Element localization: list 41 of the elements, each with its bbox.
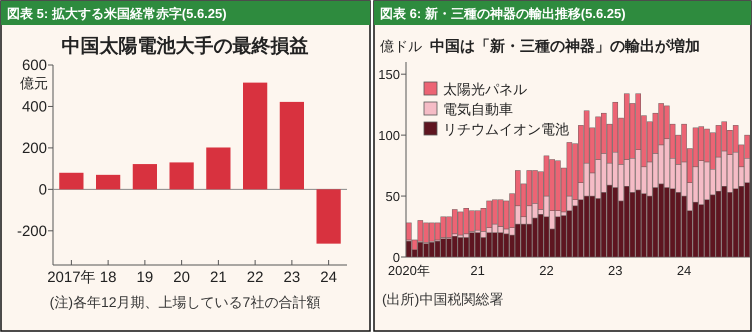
chart-subtitle: 図表 6: 新・三種の神器の輸出推移(5.6.25) bbox=[380, 6, 626, 21]
bar bbox=[59, 172, 84, 190]
y-tick-label: 200 bbox=[22, 140, 47, 157]
chart-title: 中国太陽電池大手の最終損益 bbox=[62, 35, 308, 57]
bar bbox=[280, 102, 304, 190]
x-tick-label: 22 bbox=[246, 269, 264, 286]
x-tick-label: 23 bbox=[608, 263, 622, 278]
chart-subtitle: 図表 5: 拡大する米国経常赤字(5.6.25) bbox=[7, 6, 227, 21]
x-tick-label: 21 bbox=[470, 263, 485, 278]
y-tick-label: 150 bbox=[378, 67, 400, 82]
x-tick-label: 2017年 bbox=[47, 269, 96, 286]
x-tick-label: 24 bbox=[320, 269, 337, 286]
chart-title: 中国は「新・三種の神器」の輸出が増加 bbox=[430, 37, 700, 55]
x-tick-label: 19 bbox=[136, 269, 154, 286]
x-tick-label: 23 bbox=[284, 269, 300, 286]
y-tick-label: 0 bbox=[392, 250, 400, 265]
x-tick-label: 21 bbox=[210, 269, 227, 286]
legend-label: 電気自動車 bbox=[443, 101, 513, 117]
x-tick-label: 20 bbox=[173, 269, 190, 286]
y-tick-label: 400 bbox=[22, 98, 47, 116]
y-axis-title: 億ドル bbox=[380, 38, 422, 54]
legend-label: 太陽光パネル bbox=[443, 81, 527, 97]
bar bbox=[242, 82, 268, 190]
x-tick-label: 18 bbox=[100, 269, 116, 286]
x-tick-label: 22 bbox=[539, 263, 554, 278]
bar bbox=[132, 164, 157, 190]
y-tick-label: 600 bbox=[22, 57, 47, 74]
bar bbox=[316, 189, 341, 244]
y-tick-label: 0 bbox=[38, 181, 47, 198]
text: (注)各年12月期、上場している7社の合計額 bbox=[50, 294, 320, 310]
y-tick-label: 50 bbox=[386, 189, 400, 204]
y-tick-label: -200 bbox=[16, 222, 47, 240]
bar bbox=[206, 147, 230, 190]
bar bbox=[169, 162, 194, 190]
text: (出所)中国税関総署 bbox=[382, 291, 504, 307]
legend-label: リチウムイオン電池 bbox=[443, 121, 569, 137]
bar bbox=[96, 174, 120, 190]
x-tick-label: 2020年 bbox=[388, 263, 430, 278]
x-tick-label: 24 bbox=[676, 263, 692, 278]
y-axis-title: 億元 bbox=[20, 75, 48, 91]
y-tick-label: 100 bbox=[378, 128, 400, 144]
